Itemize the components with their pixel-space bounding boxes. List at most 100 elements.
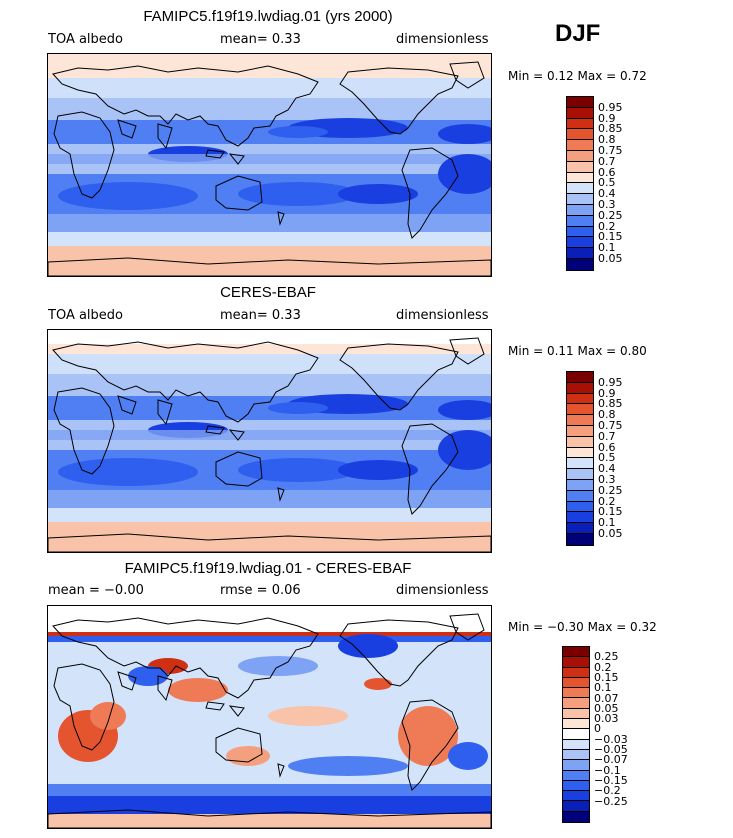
colorbar-level-label: 0.4 bbox=[598, 187, 616, 201]
colorbar-level-label: 0.8 bbox=[598, 133, 616, 147]
colorbar-swatch bbox=[567, 150, 593, 162]
coastline-path bbox=[449, 613, 485, 641]
colorbar-swatch bbox=[567, 237, 593, 249]
coastline-path bbox=[48, 533, 491, 552]
colorbar-level-label: 0.3 bbox=[598, 473, 616, 486]
colorbar-swatch bbox=[567, 523, 593, 534]
colorbar-level-label: 0.6 bbox=[598, 165, 616, 179]
colorbar-level-label: 0.1 bbox=[598, 241, 616, 255]
colorbar-swatch bbox=[563, 729, 589, 740]
colorbar-level-label: 0.05 bbox=[594, 701, 619, 715]
panel-2-title: CERES-EBAF bbox=[220, 284, 316, 301]
colorbar-level-label: 0.05 bbox=[598, 527, 623, 540]
panel-2-variable-label: TOA albedo bbox=[48, 308, 124, 323]
colorbar-swatch bbox=[567, 97, 593, 108]
colorbar-level-label: 0.15 bbox=[598, 505, 623, 519]
panel-3-title: FAMIPC5.f19f19.lwdiag.01 - CERES-EBAF bbox=[124, 560, 412, 577]
colorbar-swatch bbox=[563, 677, 589, 689]
colorbar-level-label: 0.07 bbox=[594, 691, 619, 705]
colorbar-level-label: 0.2 bbox=[598, 219, 616, 233]
colorbar-level-label: 0.25 bbox=[598, 208, 623, 222]
colorbar-swatch bbox=[567, 204, 593, 216]
colorbar-swatch bbox=[567, 248, 593, 259]
panel-2-map bbox=[47, 329, 492, 553]
colorbar-swatch bbox=[567, 479, 593, 491]
coastlines bbox=[48, 613, 491, 828]
colorbar-level-label: 0.5 bbox=[598, 176, 616, 190]
coastline-path bbox=[228, 705, 245, 717]
colorbar-swatch bbox=[563, 780, 589, 792]
colorbar-swatch bbox=[563, 708, 589, 720]
colorbar-level-label: −0.03 bbox=[594, 732, 628, 746]
colorbar-level-label: 0.85 bbox=[598, 397, 623, 411]
colorbar-level-label: 0.1 bbox=[598, 516, 616, 530]
coastline-path bbox=[157, 675, 173, 702]
colorbar-swatch bbox=[567, 226, 593, 238]
panel-1-title: FAMIPC5.f19f19.lwdiag.01 (yrs 2000) bbox=[143, 8, 393, 25]
coastline-path bbox=[52, 341, 319, 423]
coastline-path bbox=[228, 429, 245, 441]
colorbar-level-label: 0.95 bbox=[598, 375, 623, 389]
coastline-path bbox=[339, 67, 459, 135]
colorbar-swatch bbox=[567, 436, 593, 448]
colorbar-level-label: 0.25 bbox=[598, 483, 623, 497]
colorbar-level-label: 0.7 bbox=[598, 429, 616, 443]
panel-3-map bbox=[47, 605, 492, 829]
colorbar-swatch bbox=[567, 501, 593, 513]
colorbar-level-label: 0.9 bbox=[598, 111, 616, 125]
panel-2-colorbar bbox=[566, 371, 594, 546]
coastline-path bbox=[53, 111, 115, 199]
colorbar-level-label: −0.2 bbox=[594, 784, 621, 798]
colorbar-swatch bbox=[567, 140, 593, 151]
colorbar-swatch bbox=[563, 647, 589, 658]
panel-3-map-field bbox=[48, 606, 491, 828]
colorbar-swatch bbox=[567, 382, 593, 394]
coastline-path bbox=[215, 175, 263, 211]
panel-3-colorbar bbox=[562, 646, 590, 824]
coastlines bbox=[48, 337, 491, 552]
colorbar-swatch bbox=[563, 657, 589, 668]
colorbar-swatch bbox=[567, 458, 593, 470]
coastline-path bbox=[52, 617, 319, 699]
panel-1-variable-label: TOA albedo bbox=[48, 32, 124, 47]
coastline-path bbox=[52, 65, 319, 147]
colorbar-level-label: 0.85 bbox=[598, 122, 623, 136]
colorbar-level-label: 0.75 bbox=[598, 144, 623, 157]
coastline-path bbox=[401, 147, 459, 239]
coastline-path bbox=[157, 123, 173, 150]
coastline-path bbox=[401, 423, 459, 515]
colorbar-level-label: 0.15 bbox=[594, 670, 619, 684]
colorbar-level-label: 0.3 bbox=[598, 198, 616, 211]
panel-2-units-label: dimensionless bbox=[396, 308, 489, 323]
coastline-path bbox=[53, 663, 115, 751]
coastline-path bbox=[157, 399, 173, 426]
coastline-path bbox=[117, 119, 137, 139]
colorbar-swatch bbox=[567, 215, 593, 227]
colorbar-swatch bbox=[563, 801, 589, 812]
colorbar-swatch bbox=[567, 425, 593, 437]
colorbar-level-label: 0.05 bbox=[598, 252, 623, 265]
coastline-path bbox=[215, 727, 263, 763]
colorbar-level-label: 0.1 bbox=[594, 681, 612, 695]
coastline-path bbox=[277, 763, 285, 778]
colorbar-level-label: −0.15 bbox=[594, 773, 628, 787]
panel-1-map-field bbox=[48, 54, 491, 276]
colorbar-swatch bbox=[567, 447, 593, 459]
colorbar-level-label: 0.8 bbox=[598, 408, 616, 422]
colorbar-swatch bbox=[567, 258, 593, 270]
panel-2-minmax: Min = 0.11 Max = 0.80 bbox=[508, 344, 647, 358]
coastline-path bbox=[277, 487, 285, 502]
colorbar-level-label: 0.25 bbox=[594, 650, 619, 664]
colorbar-swatch bbox=[563, 739, 589, 750]
colorbar-swatch bbox=[563, 698, 589, 709]
colorbar-level-label: 0.4 bbox=[598, 462, 616, 476]
colorbar-swatch bbox=[567, 183, 593, 195]
colorbar-swatch bbox=[567, 404, 593, 416]
colorbar-level-label: 0.2 bbox=[594, 660, 612, 674]
coastline-path bbox=[48, 257, 491, 276]
colorbar-swatch bbox=[567, 161, 593, 173]
colorbar-swatch bbox=[567, 129, 593, 141]
colorbar-swatch bbox=[563, 719, 589, 730]
panel-3-rmse-label: rmse = 0.06 bbox=[220, 583, 301, 598]
colorbar-level-label: 0.5 bbox=[598, 451, 616, 465]
